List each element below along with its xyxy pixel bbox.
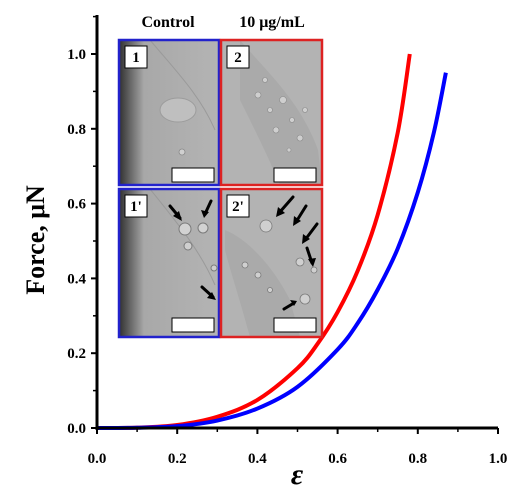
y-axis-title: Force, μN (21, 185, 50, 295)
curve-layer (96, 53, 448, 430)
inset-column-label-dose: 10 μg/mL (239, 14, 305, 31)
panel-1-label: 1 (132, 50, 140, 66)
panel-1-prime-label: 1' (130, 199, 142, 215)
panel-2-border (219, 38, 324, 187)
panel-1-prime-border (117, 187, 221, 339)
panel-1-border (117, 38, 221, 187)
panel-2-prime-border (219, 187, 324, 339)
micrograph-panel-2-prime: 2' (219, 187, 324, 339)
scale-bar-2 (273, 167, 317, 183)
y-tick-label: 0.8 (67, 122, 86, 138)
ticks-layer: 0.0 0.2 0.4 0.6 0.8 1.0 0.0 0.2 0.4 0.6 0.8 1.0 (67, 15, 508, 467)
x-tick-label: 0.6 (328, 451, 347, 467)
x-tick-label: 1.0 (489, 451, 508, 467)
x-tick-label: 0.4 (248, 451, 267, 467)
micrograph-inset: Control 10 μg/mL 1 2 (117, 14, 324, 339)
x-tick-label: 0.2 (168, 451, 187, 467)
x-axis-title: ε (291, 458, 304, 490)
scale-bar-2-prime (273, 317, 317, 333)
y-tick-label: 0.0 (67, 421, 86, 437)
panel-2-prime-label: 2' (232, 199, 244, 215)
y-tick-label: 0.2 (67, 346, 86, 362)
inset-column-label-control: Control (141, 14, 195, 31)
scale-bar-1-prime (171, 317, 215, 333)
micrograph-panel-1-prime: 1' (117, 187, 221, 339)
x-tick-label: 0.8 (408, 451, 427, 467)
panel-2-label: 2 (234, 50, 242, 66)
y-tick-label: 0.4 (67, 271, 86, 287)
x-tick-label: 0.0 (88, 451, 107, 467)
micrograph-panel-1: 1 (117, 38, 221, 187)
micrograph-panel-2: 2 (219, 38, 324, 187)
y-tick-label: 0.6 (67, 197, 86, 213)
scale-bar-1 (171, 167, 215, 183)
y-tick-label: 1.0 (67, 47, 86, 63)
series-line-2 (96, 72, 448, 430)
